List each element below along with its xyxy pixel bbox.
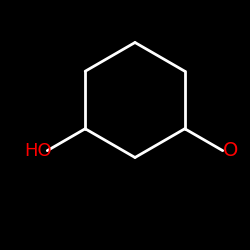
Text: HO: HO bbox=[24, 142, 52, 160]
Text: O: O bbox=[222, 141, 238, 160]
